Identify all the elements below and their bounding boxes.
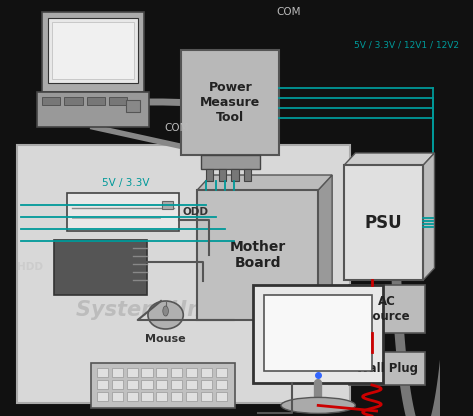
Bar	[171, 392, 183, 401]
Bar	[219, 169, 226, 181]
Bar	[112, 380, 123, 389]
Bar	[126, 100, 140, 112]
Bar	[37, 92, 149, 127]
Ellipse shape	[281, 397, 355, 414]
Polygon shape	[318, 175, 332, 320]
Bar	[264, 295, 372, 371]
Bar	[231, 169, 239, 181]
Ellipse shape	[148, 301, 183, 329]
Bar	[91, 363, 236, 408]
Bar	[127, 392, 138, 401]
Text: Wall Plug: Wall Plug	[356, 362, 418, 375]
Bar	[42, 12, 144, 92]
Bar	[197, 190, 318, 320]
Text: System Under Test: System Under Test	[76, 300, 297, 320]
Polygon shape	[197, 175, 332, 190]
Bar	[112, 368, 123, 377]
Bar	[186, 368, 197, 377]
Bar	[97, 380, 108, 389]
Bar	[17, 145, 350, 403]
Bar	[97, 392, 108, 401]
Text: PSU: PSU	[365, 213, 403, 231]
Bar	[216, 392, 227, 401]
Bar	[52, 22, 134, 79]
Ellipse shape	[163, 306, 168, 316]
Bar	[64, 97, 83, 105]
Text: Mother
Board: Mother Board	[229, 240, 286, 270]
Bar	[201, 392, 212, 401]
Bar	[141, 368, 153, 377]
Bar	[216, 380, 227, 389]
Bar	[48, 18, 138, 83]
Bar	[206, 169, 213, 181]
Bar	[201, 380, 212, 389]
Bar	[201, 155, 260, 169]
Bar	[109, 97, 127, 105]
Text: 5V / 3.3V: 5V / 3.3V	[102, 178, 150, 188]
Bar	[349, 285, 425, 333]
Bar	[201, 368, 212, 377]
Bar	[216, 368, 227, 377]
Text: Power
Measure
Tool: Power Measure Tool	[200, 81, 261, 124]
Bar	[156, 392, 167, 401]
Bar	[171, 380, 183, 389]
Text: AC
Source: AC Source	[364, 295, 410, 323]
Bar	[244, 169, 251, 181]
Text: ODD: ODD	[183, 207, 209, 217]
Bar	[127, 380, 138, 389]
Text: Mouse: Mouse	[145, 334, 186, 344]
Text: COM: COM	[165, 123, 189, 133]
Bar	[97, 368, 108, 377]
Text: HDD: HDD	[17, 262, 43, 272]
Polygon shape	[423, 153, 435, 280]
Bar	[127, 368, 138, 377]
Bar	[162, 201, 173, 209]
Bar	[156, 368, 167, 377]
Bar	[253, 285, 383, 384]
Polygon shape	[344, 153, 435, 165]
Bar	[171, 368, 183, 377]
Bar	[141, 392, 153, 401]
Bar	[349, 352, 425, 385]
Bar	[186, 380, 197, 389]
Bar	[54, 240, 147, 295]
Bar	[87, 97, 105, 105]
Bar	[186, 392, 197, 401]
Text: 5V / 3.3V / 12V1 / 12V2: 5V / 3.3V / 12V1 / 12V2	[353, 40, 458, 50]
Bar	[112, 392, 123, 401]
Bar	[141, 380, 153, 389]
Bar	[344, 165, 423, 280]
Bar	[156, 380, 167, 389]
Text: COM: COM	[276, 7, 301, 17]
Bar	[67, 193, 179, 231]
Bar	[42, 97, 61, 105]
Bar	[182, 50, 279, 155]
